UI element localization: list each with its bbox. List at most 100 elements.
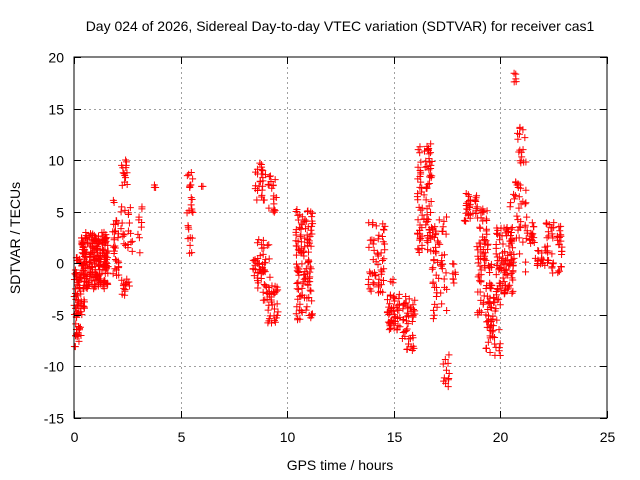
data-point-marker [383,296,391,304]
data-point-marker [471,196,479,204]
data-point-marker [257,161,265,169]
data-point-marker [111,265,119,273]
data-point-marker [510,195,518,203]
data-point-marker [100,228,108,236]
data-point-marker [507,199,515,207]
data-point-marker [199,182,207,190]
data-point-marker [138,203,146,211]
data-point-marker [301,216,309,224]
data-point-marker [487,281,495,289]
data-point-marker [485,324,493,332]
data-point-marker [482,237,490,245]
data-point-marker [503,285,511,293]
data-point-marker [274,286,282,294]
data-point-marker [550,224,558,232]
data-point-marker [424,246,432,254]
data-point-marker [462,217,470,225]
y-tick-label: 5 [56,205,64,221]
data-point-marker [557,263,565,271]
data-point-marker [492,241,500,249]
data-point-marker [295,285,303,293]
data-point-marker [120,280,128,288]
data-point-marker [386,292,394,300]
data-point-marker [365,275,373,283]
plot-frame [73,56,608,419]
data-point-marker [440,275,448,283]
data-point-marker [402,293,410,301]
data-point-marker [422,221,430,229]
data-point-marker [86,252,94,260]
data-point-marker [507,225,515,233]
data-point-marker [124,227,132,235]
data-point-marker [497,287,505,295]
data-point-marker [409,311,417,319]
data-point-marker [404,303,412,311]
data-point-marker [304,259,312,267]
data-point-marker [519,198,527,206]
data-point-marker [493,316,501,324]
data-point-marker [294,216,302,224]
data-point-marker [386,320,394,328]
data-point-marker [443,307,451,315]
data-point-marker [493,224,501,232]
data-point-marker [119,232,127,240]
data-point-marker [118,181,126,189]
data-point-marker [422,196,430,204]
data-point-marker [509,268,517,276]
data-point-marker [99,262,107,270]
data-point-marker [522,258,530,266]
data-point-marker [493,253,501,261]
data-point-marker [262,283,270,291]
data-point-marker [265,255,273,263]
data-point-marker [381,240,389,248]
data-point-marker [444,376,452,384]
data-point-marker [380,276,388,284]
data-point-marker [429,279,437,287]
data-point-marker [493,296,501,304]
data-point-marker [425,179,433,187]
data-point-marker [402,327,410,335]
data-point-marker [472,198,480,205]
data-point-marker [420,147,428,155]
data-point-marker [112,257,120,265]
data-point-marker [294,211,302,219]
data-point-marker [553,233,561,241]
data-point-marker [82,264,90,272]
data-point-marker [366,268,374,276]
data-point-marker [494,285,502,293]
data-point-marker [389,317,397,325]
data-point-marker [122,174,130,182]
data-point-marker [292,251,300,259]
data-point-marker [427,174,435,182]
data-point-marker [77,290,85,298]
data-point-marker [71,285,79,293]
x-tick-label: 5 [178,429,186,445]
y-tick-label: -5 [52,308,65,324]
data-point-marker [498,282,506,290]
data-point-marker [186,249,194,257]
data-point-marker [490,294,498,302]
data-point-marker [104,247,112,255]
data-point-marker [506,249,514,257]
y-tick-label: 20 [48,50,64,66]
data-point-marker [268,282,276,290]
data-point-marker [369,221,377,229]
data-point-marker [255,266,263,274]
data-point-marker [92,245,100,253]
data-point-marker [118,203,126,211]
data-point-marker [273,300,281,308]
data-point-marker [118,276,126,284]
data-point-marker [292,310,300,318]
data-point-marker [307,310,315,318]
data-point-marker [294,295,302,303]
data-point-marker [474,273,482,281]
data-point-marker [369,240,377,248]
data-point-marker [542,219,550,227]
data-point-marker [487,304,495,312]
data-point-marker [307,287,315,295]
data-point-marker [112,217,120,225]
data-point-marker [300,275,308,283]
data-point-marker [481,252,489,260]
data-point-marker [120,240,128,248]
data-point-marker [509,261,517,269]
